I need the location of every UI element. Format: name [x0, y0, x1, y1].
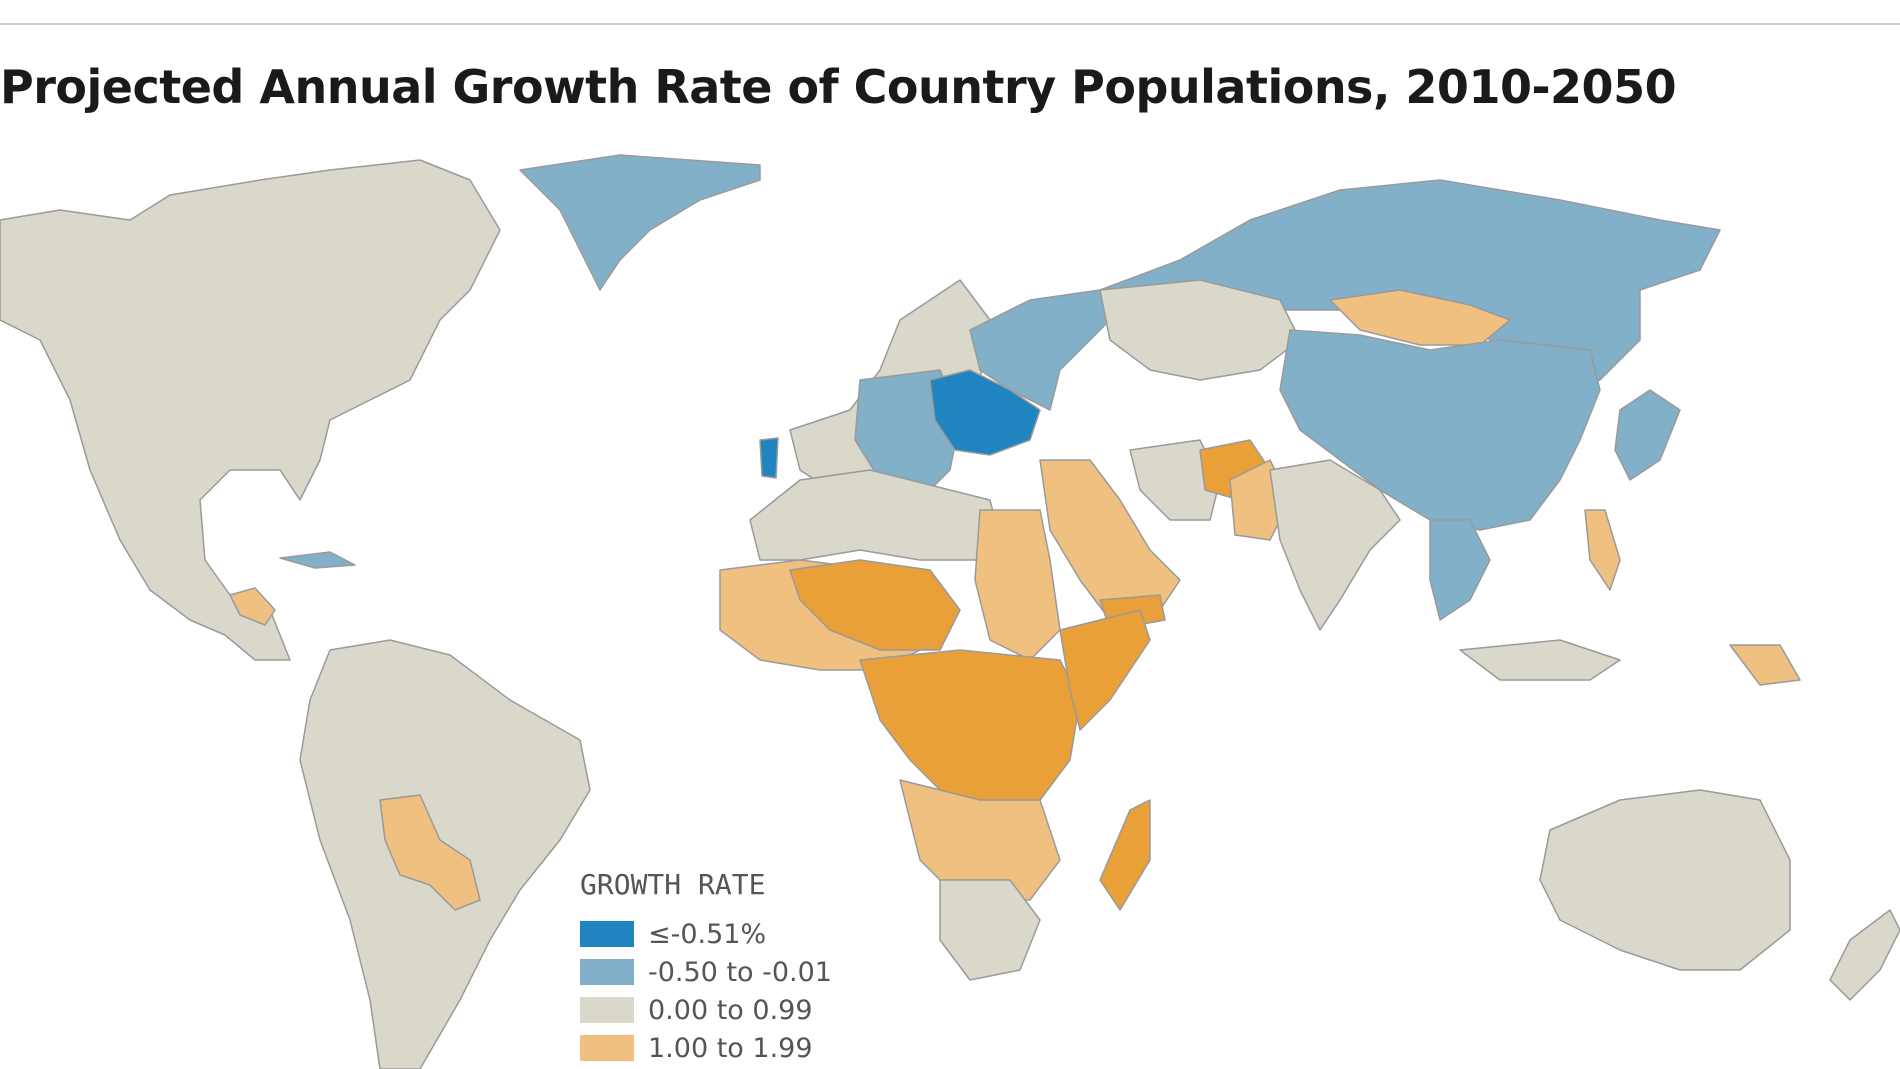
region-cuba: [279, 551, 356, 569]
region-papua: [1729, 644, 1801, 686]
region-iran: [1129, 439, 1221, 521]
region-china: [1279, 329, 1601, 531]
region-philippines: [1584, 509, 1621, 591]
region-japan: [1614, 389, 1681, 481]
world-map: [0, 154, 1900, 1069]
map-title: Projected Annual Growth Rate of Country …: [0, 60, 1677, 114]
region-indonesia: [1459, 639, 1621, 681]
legend: GROWTH RATE ≤-0.51% -0.50 to -0.01 0.00 …: [580, 868, 938, 1067]
legend-swatch: [580, 997, 634, 1023]
legend-item: 1.00 to 1.99: [580, 1029, 938, 1067]
region-madagascar: [1099, 799, 1151, 911]
region-new-zealand: [1829, 909, 1900, 1001]
legend-item: 0.00 to 0.99: [580, 991, 938, 1029]
region-arabia: [1039, 459, 1181, 621]
legend-label: 0.00 to 0.99: [648, 994, 813, 1026]
region-egypt-sudan: [974, 509, 1061, 661]
legend-label: -0.50 to -0.01: [648, 956, 832, 988]
region-southeast-asia: [1429, 519, 1491, 621]
region-north-america: [0, 159, 501, 661]
legend-label: ≤-0.51%: [648, 918, 767, 950]
legend-title: GROWTH RATE: [580, 868, 766, 901]
region-southern-africa-north: [899, 779, 1061, 901]
legend-item: ≤-0.51%: [580, 915, 938, 953]
region-north-africa: [749, 469, 1001, 561]
region-niger-mali: [789, 559, 961, 651]
region-central-asia: [1099, 279, 1301, 381]
region-australia: [1539, 789, 1791, 971]
region-central-africa: [859, 649, 1081, 821]
region-horn-of-africa: [1059, 609, 1151, 731]
region-greenland: [519, 154, 761, 291]
legend-label: 1.00 to 1.99: [648, 1032, 813, 1064]
region-portugal: [759, 437, 779, 479]
legend-swatch: [580, 1035, 634, 1061]
region-bolivia-paraguay: [379, 794, 481, 911]
region-central-america: [229, 587, 276, 626]
region-eastern-europe: [929, 369, 1041, 456]
legend-swatch: [580, 959, 634, 985]
region-mongolia: [1329, 289, 1511, 346]
top-divider: [0, 23, 1900, 25]
legend-swatch: [580, 921, 634, 947]
legend-item: -0.50 to -0.01: [580, 953, 938, 991]
region-south-africa: [939, 879, 1041, 981]
region-india: [1269, 459, 1401, 631]
